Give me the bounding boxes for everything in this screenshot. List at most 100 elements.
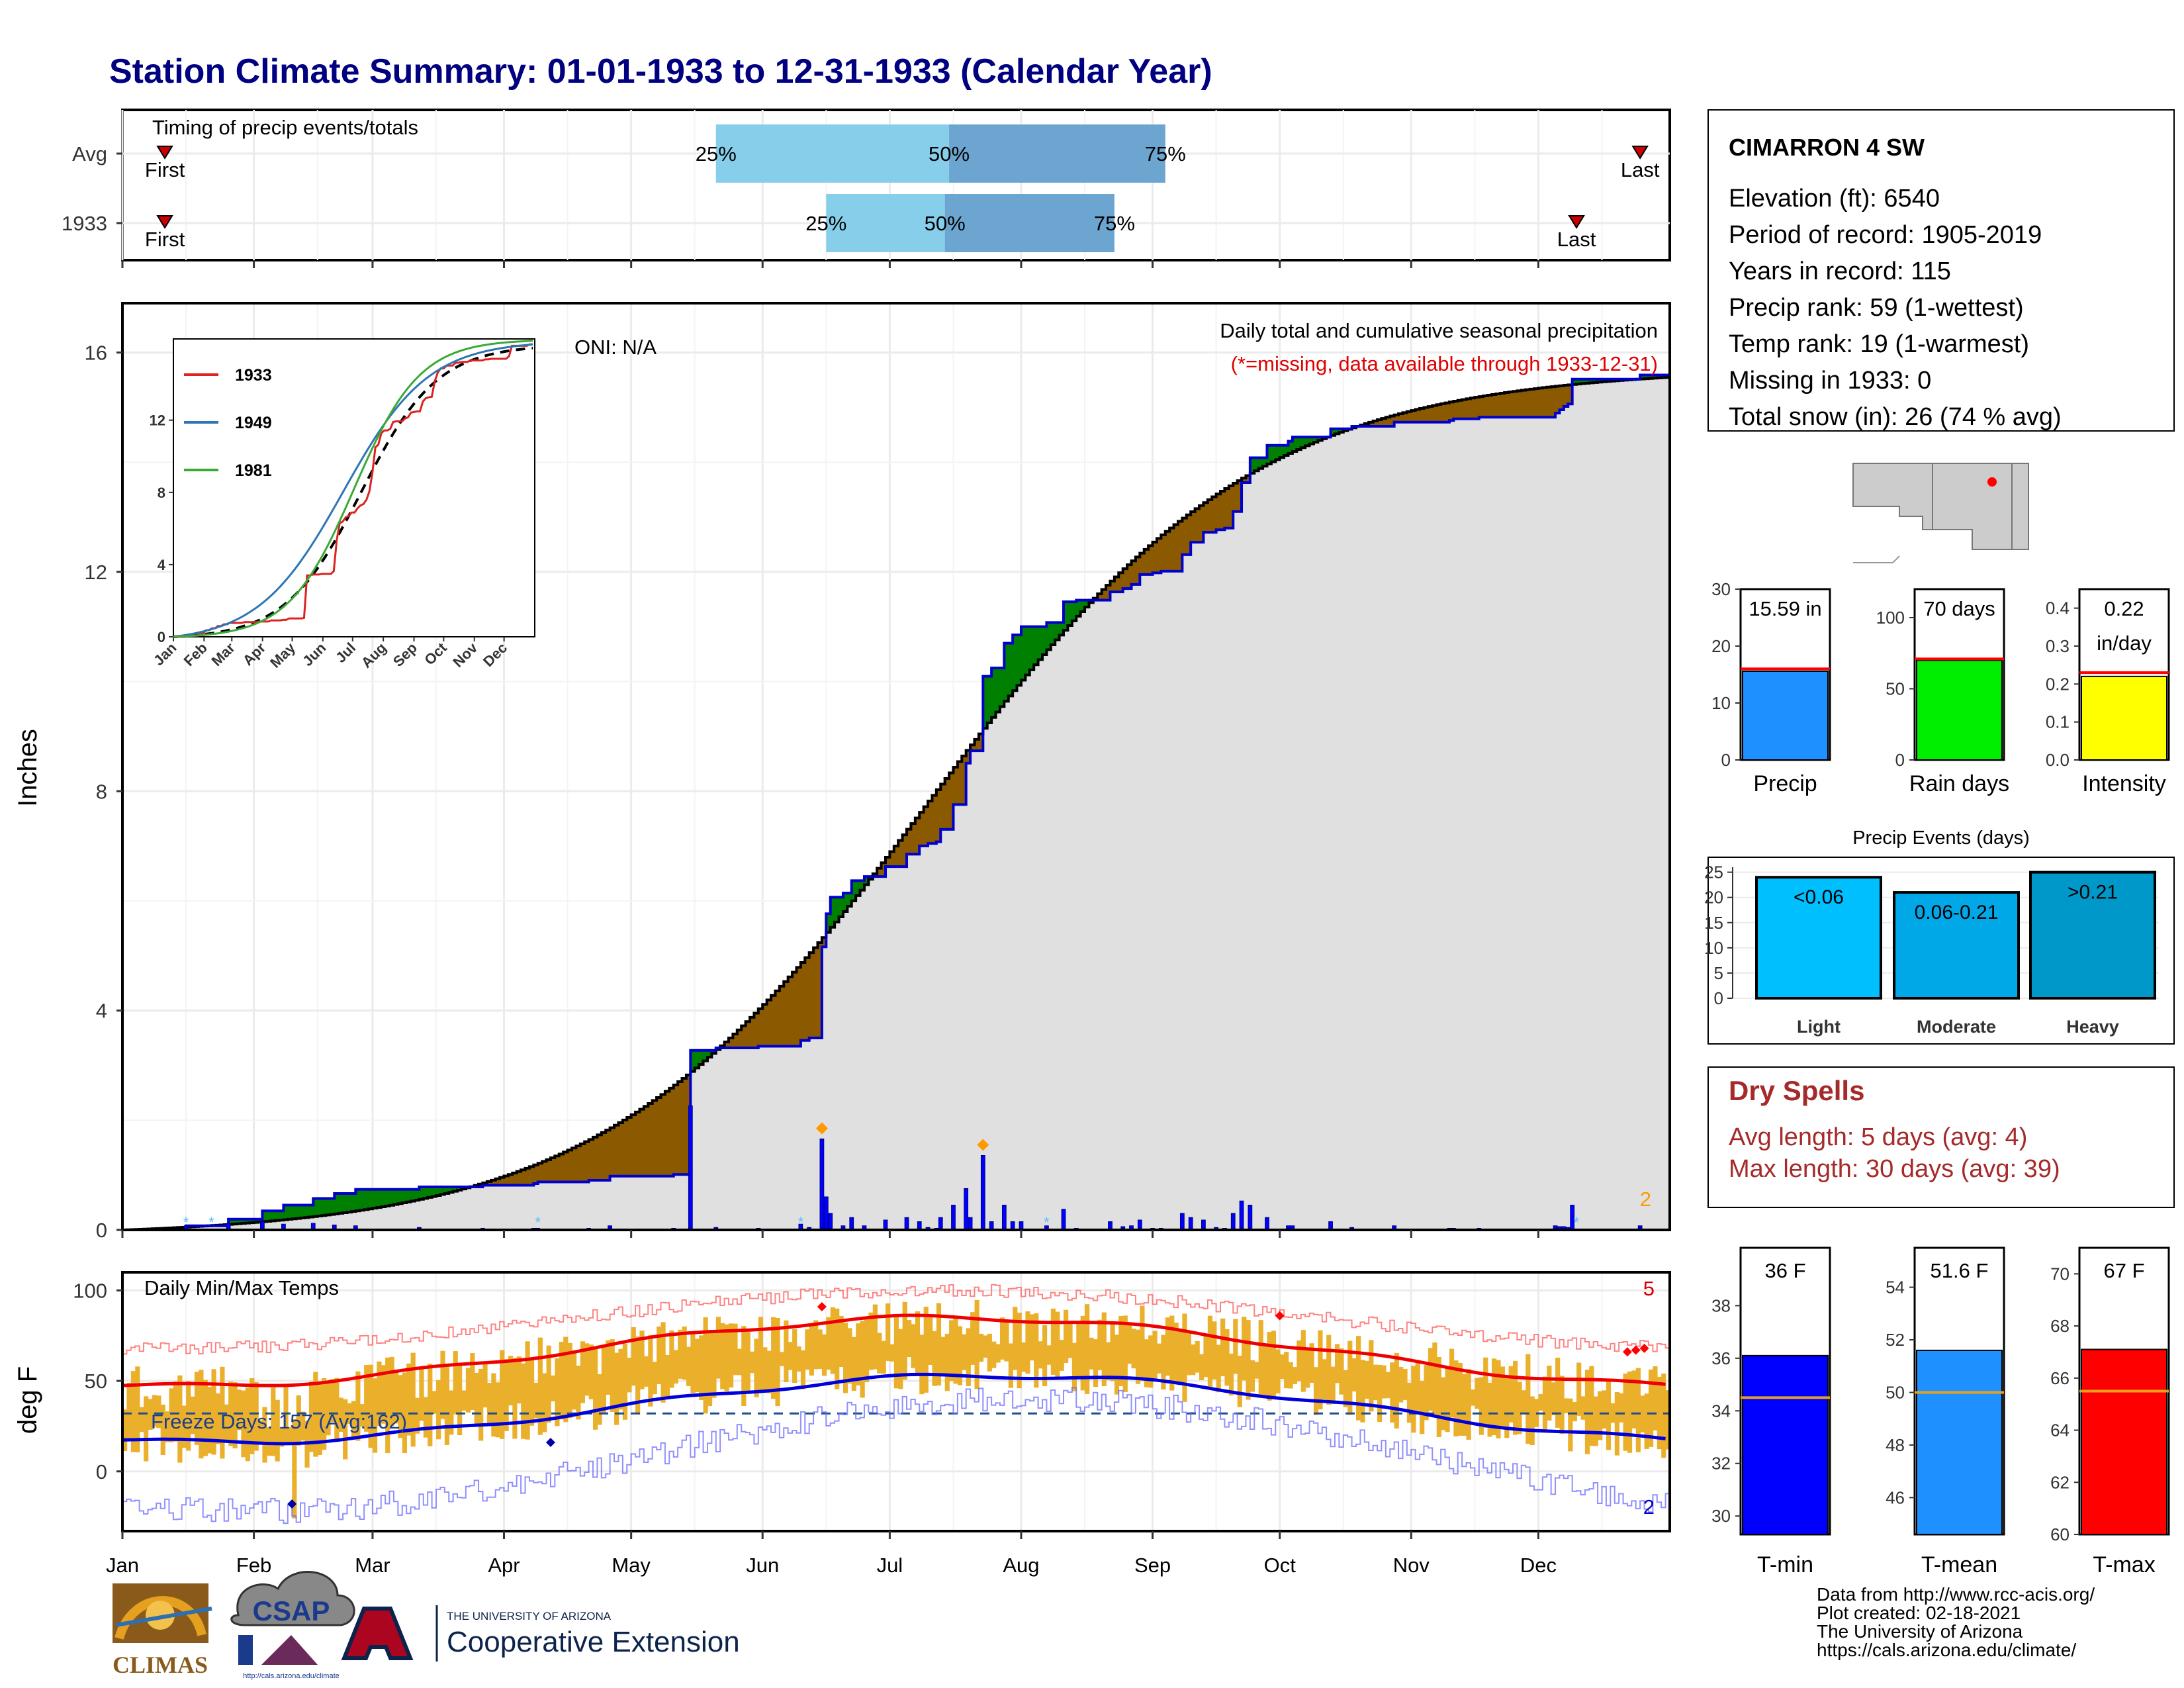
above-average-area: [1330, 428, 1336, 436]
daily-temp-range-bar: [1110, 1323, 1115, 1382]
below-average-area: [521, 1170, 526, 1186]
daily-temp-range-bar: [1034, 1313, 1039, 1388]
below-average-area: [546, 1159, 551, 1182]
below-average-area: [978, 733, 983, 751]
below-average-area: [601, 1132, 606, 1180]
daily-temp-range-bar: [881, 1340, 886, 1374]
above-average-area: [355, 1189, 361, 1211]
daily-temp-range-bar: [1122, 1315, 1128, 1393]
daily-precip-bar: [883, 1219, 888, 1231]
daily-temp-range-bar: [402, 1372, 407, 1454]
daily-temp-range-bar: [1653, 1366, 1658, 1430]
first-marker: [156, 215, 173, 229]
daily-temp-range-bar: [1263, 1346, 1268, 1395]
temp-bar-y-tick: 48: [1886, 1435, 1905, 1455]
mini-bar-y-tick: 0: [1895, 750, 1905, 770]
daily-temp-range-bar: [737, 1348, 742, 1376]
below-average-area: [907, 829, 912, 855]
below-average-area: [478, 1184, 484, 1187]
daily-temp-range-bar: [728, 1323, 734, 1387]
above-average-area: [1071, 602, 1077, 621]
daily-temp-range-bar: [296, 1395, 301, 1446]
inset-y-tick: 8: [158, 485, 165, 501]
above-average-area: [1653, 375, 1658, 379]
below-average-area: [1500, 393, 1505, 418]
above-average-area: [1250, 457, 1255, 473]
footer-line: https://cals.arizona.edu/climate/: [1817, 1640, 2076, 1660]
daily-temp-range-bar: [1093, 1339, 1099, 1387]
daily-temp-range-bar: [1059, 1340, 1064, 1371]
daily-precip-bar: [938, 1217, 943, 1231]
below-average-area: [1402, 412, 1408, 422]
above-average-area: [228, 1219, 234, 1225]
daily-temp-range-bar: [664, 1354, 670, 1399]
above-average-area: [253, 1219, 259, 1223]
daily-temp-range-bar: [334, 1378, 340, 1441]
daily-temp-range-bar: [1220, 1318, 1226, 1377]
daily-temp-range-bar: [1322, 1359, 1327, 1399]
quartile-bar-25-50: [826, 194, 945, 252]
daily-temp-range-bar: [657, 1326, 662, 1384]
daily-temp-range-bar: [1589, 1366, 1594, 1446]
daily-temp-range-bar: [203, 1380, 208, 1456]
daily-temp-range-bar: [1364, 1360, 1370, 1399]
last-marker: [1568, 215, 1585, 229]
daily-precip-bar: [904, 1217, 909, 1231]
above-average-area: [428, 1186, 433, 1197]
temp-panel: 0 50 100 deg F Daily Min/Max Temps Freeze …: [13, 1271, 1671, 1539]
below-average-area: [627, 1117, 632, 1176]
daily-temp-range-bar: [1351, 1358, 1357, 1392]
below-average-area: [1177, 521, 1183, 571]
daily-temp-range-bar: [169, 1388, 174, 1442]
above-average-area: [847, 893, 852, 907]
daily-temp-range-bar: [601, 1346, 607, 1414]
precip-events-chart: Precip Events (days) 0 5 10 15 20 25 <0.06 Ligh…: [1704, 827, 2175, 1045]
above-average-area: [271, 1211, 276, 1221]
daily-temp-range-bar: [1085, 1304, 1090, 1394]
daily-temp-range-bar: [300, 1411, 306, 1441]
daily-temp-range-bar: [1385, 1372, 1391, 1399]
daily-temp-range-bar: [1470, 1389, 1476, 1406]
daily-temp-range-bar: [1508, 1366, 1514, 1423]
below-average-area: [648, 1103, 653, 1176]
below-average-area: [936, 790, 941, 842]
below-average-area: [1233, 483, 1238, 512]
daily-temp-range-bar: [639, 1331, 645, 1389]
below-average-area: [618, 1122, 623, 1176]
daily-temp-range-bar: [970, 1312, 976, 1365]
daily-temp-range-bar: [1428, 1348, 1433, 1411]
below-average-area: [754, 1013, 759, 1048]
daily-precip-bar: [964, 1188, 969, 1231]
below-average-area: [529, 1166, 534, 1186]
daily-temp-range-bar: [1008, 1343, 1013, 1388]
daily-temp-range-bar: [673, 1350, 678, 1384]
daily-temp-range-bar: [232, 1382, 238, 1448]
mini-bar-label: Rain days: [1909, 771, 2009, 796]
daily-temp-range-bar: [550, 1375, 556, 1401]
month-label: Oct: [1264, 1554, 1297, 1577]
daily-temp-range-bar: [1097, 1319, 1103, 1370]
events-y-tick: 0: [1714, 988, 1723, 1008]
daily-temp-range-bar: [317, 1383, 322, 1456]
daily-temp-range-bar: [779, 1352, 785, 1366]
below-average-area: [817, 942, 823, 1038]
above-average-area: [1593, 379, 1598, 383]
daily-temp-range-bar: [715, 1317, 721, 1379]
daily-temp-range-bar: [614, 1352, 619, 1425]
state-map: [1846, 462, 2032, 563]
below-average-area: [1242, 478, 1247, 483]
month-label: Mar: [355, 1554, 390, 1577]
above-average-area: [410, 1189, 416, 1201]
above-average-area: [1050, 622, 1056, 645]
daily-temp-range-bar: [410, 1352, 416, 1447]
below-average-area: [1182, 518, 1187, 555]
daily-temp-range-bar: [491, 1373, 496, 1437]
below-average-area: [809, 953, 814, 1038]
daily-temp-range-bar: [682, 1326, 687, 1380]
daily-temp-range-bar: [245, 1387, 250, 1462]
above-average-area: [402, 1189, 407, 1203]
daily-temp-range-bar: [1156, 1343, 1162, 1374]
daily-temp-range-bar: [567, 1342, 572, 1419]
y-tick-label: 16: [85, 342, 107, 365]
